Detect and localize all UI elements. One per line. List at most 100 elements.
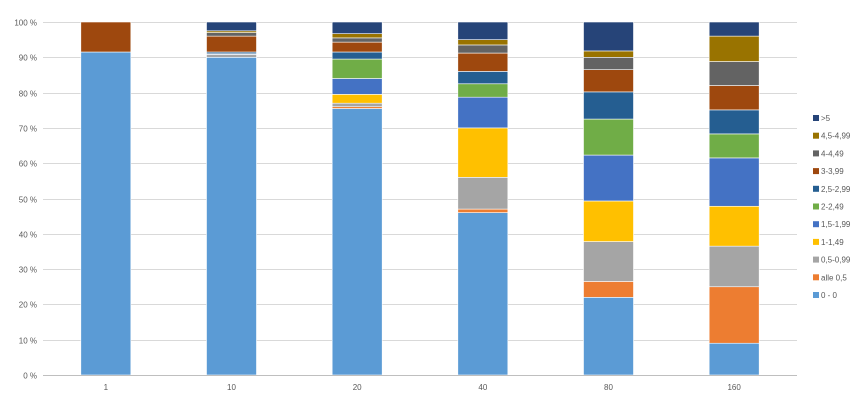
bar-segment xyxy=(331,33,383,39)
legend-label: 0 - 0 xyxy=(821,291,838,300)
bar-segment xyxy=(331,102,383,108)
legend-item: 4,5-4,99 xyxy=(813,132,851,141)
bar-segment xyxy=(80,21,132,53)
gridlines xyxy=(43,22,797,376)
bar-segment xyxy=(457,21,509,40)
bar-segment xyxy=(457,52,509,72)
legend-swatch xyxy=(813,115,819,121)
bar-segment xyxy=(708,286,760,344)
bar-segment xyxy=(708,109,760,135)
y-tick-label: 80 % xyxy=(19,90,37,99)
bar-segment xyxy=(206,56,257,376)
legend-label: 4,5-4,99 xyxy=(821,132,851,141)
bar-segment xyxy=(457,208,509,213)
legend-item: alle 0,5 xyxy=(813,273,847,282)
legend-label: 4-4,49 xyxy=(821,149,844,158)
bar-segment xyxy=(457,44,509,54)
y-tick-label: 10 % xyxy=(19,337,37,346)
bar-segment xyxy=(80,51,132,376)
x-tick-label: 160 xyxy=(727,383,741,392)
bar-segment xyxy=(206,35,257,53)
legend-label: 0,5-0,99 xyxy=(821,256,851,265)
legend-item: 4-4,49 xyxy=(813,149,844,158)
bar-segment xyxy=(331,78,383,95)
bar-segment xyxy=(583,56,634,70)
legend-item: 1,5-1,99 xyxy=(813,220,851,229)
bar-segment xyxy=(206,21,257,32)
x-tick-label: 10 xyxy=(227,383,236,392)
bar-segment xyxy=(583,118,634,156)
bar-segment xyxy=(331,37,383,43)
bar-segment xyxy=(457,71,509,85)
legend: >5 4,5-4,99 4-4,49 3-3,99 2,5-2,99 2-2,49 1,5-… xyxy=(813,114,851,300)
axes: 0 % 10 % 20 % 30 % 40 % 50 % 60 % 70 % 80 % 90 % 1… xyxy=(14,19,797,392)
bar-segment xyxy=(708,61,760,86)
bars xyxy=(80,21,760,376)
bar-segment xyxy=(583,241,634,282)
bar-segment xyxy=(331,51,383,60)
y-tick-label: 0 % xyxy=(23,372,37,381)
bar-segment xyxy=(708,342,760,376)
bar-segment xyxy=(583,154,634,202)
y-tick-label: 90 % xyxy=(19,54,37,63)
bar-segment xyxy=(457,96,509,129)
y-tick-label: 30 % xyxy=(19,266,37,275)
legend-label: 3-3,99 xyxy=(821,167,844,176)
legend-label: 1,5-1,99 xyxy=(821,220,851,229)
bar-segment xyxy=(206,32,257,37)
legend-item: >5 xyxy=(813,114,831,123)
legend-swatch xyxy=(813,256,819,263)
bar-segment xyxy=(583,50,634,58)
legend-label: >5 xyxy=(821,114,831,123)
bar-segment xyxy=(708,245,760,288)
bar-segment xyxy=(708,133,760,159)
x-tick-label: 40 xyxy=(478,383,487,392)
legend-swatch xyxy=(813,274,819,281)
bar-segment xyxy=(583,69,634,93)
y-tick-label: 40 % xyxy=(19,231,37,240)
bar-segment xyxy=(583,281,634,298)
legend-item: 3-3,99 xyxy=(813,167,844,176)
bar-segment xyxy=(708,21,760,37)
x-tick-label: 1 xyxy=(104,383,109,392)
legend-swatch xyxy=(813,203,819,210)
legend-label: 2-2,49 xyxy=(821,203,844,212)
legend-swatch xyxy=(813,185,819,192)
bar-segment xyxy=(457,39,509,46)
bar-segment xyxy=(583,200,634,242)
bar-segment xyxy=(457,83,509,98)
y-tick-label: 70 % xyxy=(19,125,37,134)
y-tick-label: 50 % xyxy=(19,196,37,205)
legend-swatch xyxy=(813,150,819,157)
bar-segment xyxy=(708,205,760,247)
x-tick-label: 20 xyxy=(353,383,362,392)
bar-segment xyxy=(206,54,257,58)
x-tick-label: 80 xyxy=(604,383,613,392)
legend-item: 2-2,49 xyxy=(813,203,844,212)
bar-segment xyxy=(331,58,383,79)
legend-label: alle 0,5 xyxy=(821,273,847,282)
legend-swatch xyxy=(813,168,819,175)
y-tick-label: 100 % xyxy=(14,19,37,28)
legend-label: 1-1,49 xyxy=(821,238,844,247)
legend-item: 2,5-2,99 xyxy=(813,185,851,194)
bar-segment xyxy=(708,85,760,111)
bar-segment xyxy=(583,297,634,376)
legend-swatch xyxy=(813,238,819,245)
bar-segment xyxy=(583,91,634,120)
y-tick-label: 60 % xyxy=(19,160,37,169)
legend-swatch xyxy=(813,292,819,298)
legend-item: 1-1,49 xyxy=(813,238,844,247)
bar-segment xyxy=(708,35,760,62)
bar-segment xyxy=(457,127,509,178)
bar-segment xyxy=(331,21,383,34)
legend-swatch xyxy=(813,132,819,139)
bar-segment xyxy=(583,21,634,52)
legend-item: 0,5-0,99 xyxy=(813,256,851,265)
bar-segment xyxy=(331,41,383,53)
legend-swatch xyxy=(813,221,819,228)
bar-segment xyxy=(708,157,760,207)
bar-segment xyxy=(457,177,509,210)
